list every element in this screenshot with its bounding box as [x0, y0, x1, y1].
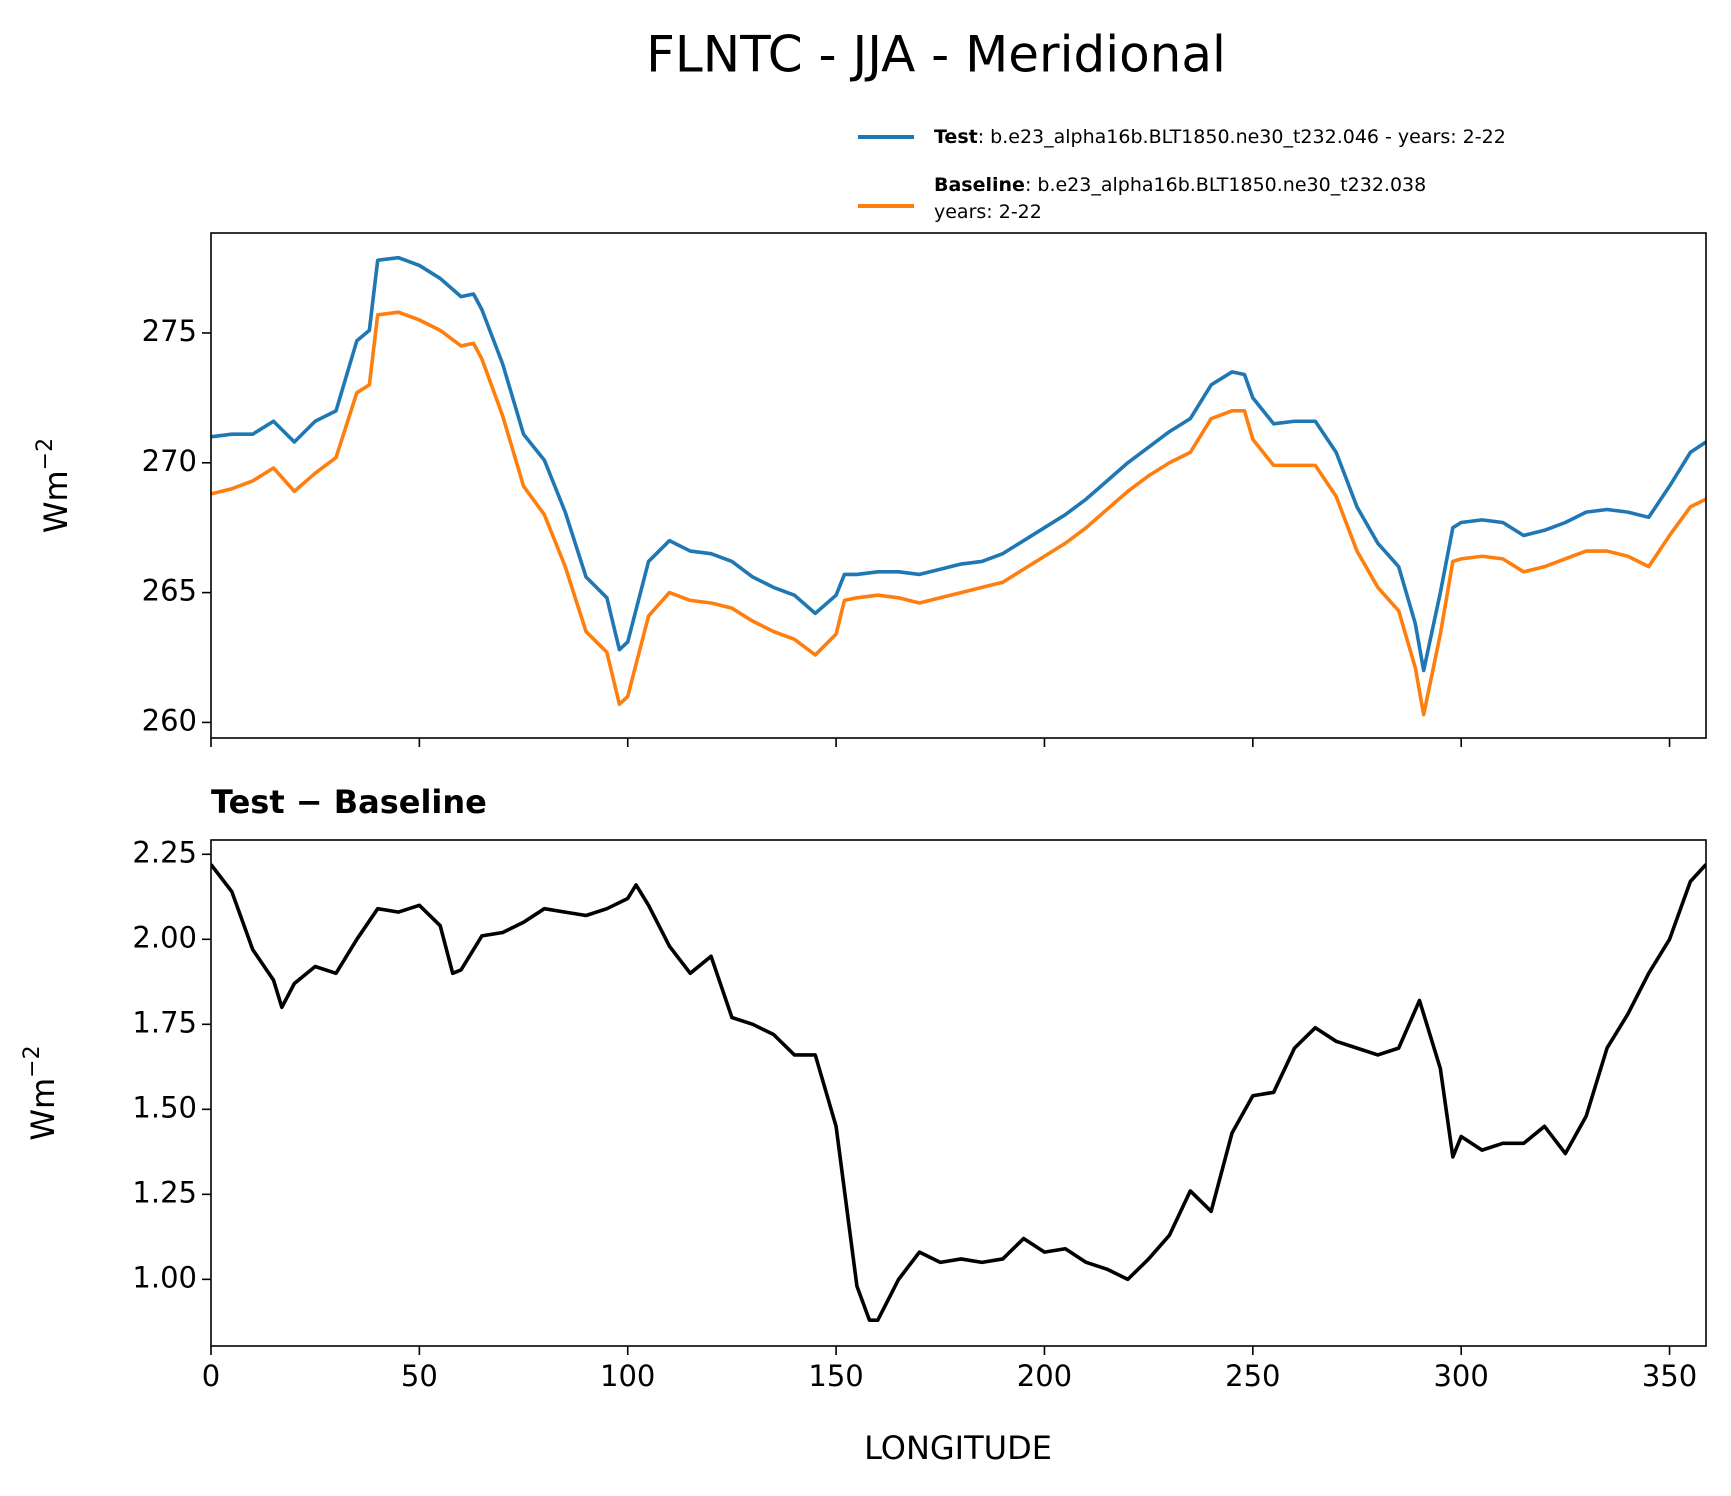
y-axis-label-exponent: −2	[33, 438, 58, 470]
legend-name: Baseline	[934, 174, 1025, 196]
x-tick-label: 0	[202, 1359, 220, 1393]
legend-description: : b.e23_alpha16b.BLT1850.ne30_t232.038	[1025, 174, 1426, 196]
y-tick-label: 1.00	[132, 1260, 197, 1294]
data-line	[211, 310, 1706, 717]
x-tick-label: 200	[1017, 1359, 1072, 1393]
y-axis-label-base: Wm	[37, 470, 75, 533]
y-tick-label: 265	[142, 574, 197, 608]
y-axis-label-exponent: −2	[20, 1045, 45, 1077]
y-tick-label: 1.25	[132, 1175, 197, 1209]
x-tick-label: 50	[401, 1359, 438, 1393]
legend-text: years: 2-22	[934, 201, 1042, 223]
chart-title: FLNTC - JJA - Meridional	[646, 26, 1226, 84]
legend-name: Test	[934, 126, 978, 148]
y-tick-label: 270	[142, 444, 197, 478]
y-tick-label: 260	[142, 703, 197, 737]
x-tick-label: 100	[600, 1359, 655, 1393]
legend-description: years: 2-22	[934, 201, 1042, 223]
subplot-title: Test − Baseline	[211, 783, 487, 821]
x-axis-label: LONGITUDE	[864, 1429, 1052, 1467]
y-tick-label: 2.25	[132, 835, 197, 869]
y-axis-label: Wm−2	[33, 438, 75, 533]
data-line	[211, 863, 1706, 1322]
legend-text: Test: b.e23_alpha16b.BLT1850.ne30_t232.0…	[934, 126, 1506, 148]
y-tick-label: 1.75	[132, 1005, 197, 1039]
data-line	[211, 255, 1706, 673]
y-tick-label: 2.00	[132, 920, 197, 954]
x-tick-label: 250	[1225, 1359, 1280, 1393]
y-axis-label-base: Wm	[24, 1078, 62, 1141]
plot-frame	[210, 232, 1707, 739]
legend-text: Baseline: b.e23_alpha16b.BLT1850.ne30_t2…	[934, 174, 1426, 196]
x-tick-label: 300	[1433, 1359, 1488, 1393]
legend-description: : b.e23_alpha16b.BLT1850.ne30_t232.046 -…	[978, 126, 1506, 148]
plot-frame	[210, 839, 1707, 1347]
y-tick-label: 1.50	[132, 1090, 197, 1124]
y-tick-label: 275	[142, 314, 197, 348]
x-tick-label: 150	[808, 1359, 863, 1393]
y-axis-label: Wm−2	[20, 1045, 62, 1140]
x-tick-label: 350	[1642, 1359, 1697, 1393]
